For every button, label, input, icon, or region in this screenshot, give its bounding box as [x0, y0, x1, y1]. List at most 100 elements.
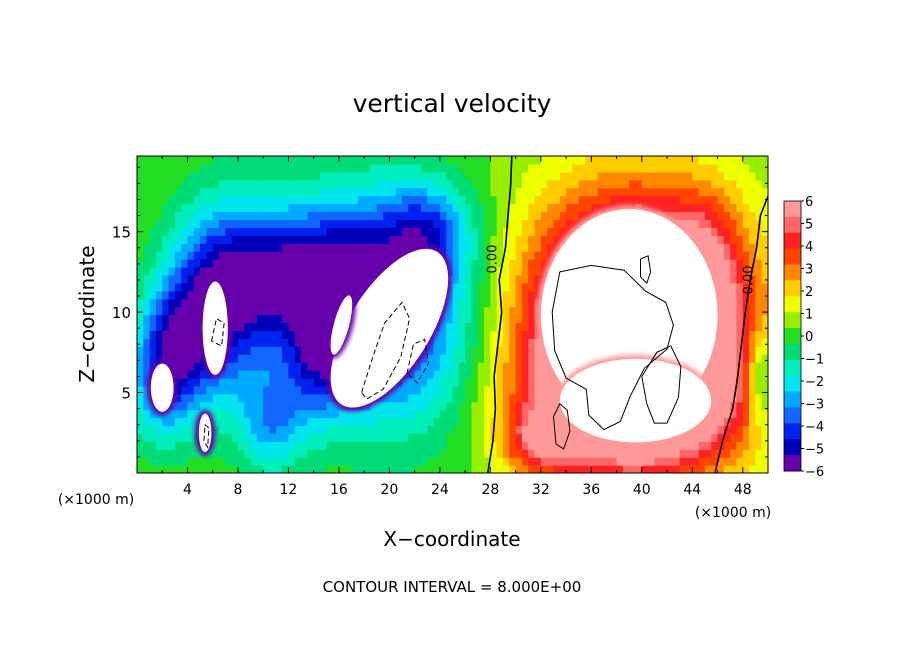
heatmap-cell	[345, 195, 353, 205]
heatmap-cell	[730, 251, 738, 260]
heatmap-cell	[755, 298, 763, 308]
heatmap-cell	[484, 227, 491, 236]
heatmap-cell	[155, 457, 163, 466]
heatmap-cell	[263, 401, 271, 411]
heatmap-cell	[692, 195, 700, 205]
heatmap-cell	[509, 393, 517, 403]
heatmap-cell	[263, 163, 271, 173]
heatmap-cell	[244, 298, 252, 308]
heatmap-cell	[187, 338, 195, 347]
heatmap-cell	[313, 187, 321, 197]
heatmap-cell	[288, 290, 296, 300]
heatmap-cell	[193, 393, 201, 403]
heatmap-cell	[256, 338, 264, 347]
heatmap-cell	[521, 306, 529, 316]
heatmap-cell	[187, 171, 195, 181]
x-tick-label: 16	[330, 482, 348, 498]
heatmap-cell	[692, 211, 700, 220]
heatmap-cell	[692, 227, 700, 236]
heatmap-cell	[484, 306, 491, 316]
heatmap-cell	[212, 243, 220, 252]
heatmap-cell	[730, 179, 738, 189]
heatmap-cell	[219, 441, 226, 450]
heatmap-cell	[471, 385, 479, 395]
heatmap-cell	[275, 441, 283, 450]
heatmap-cell	[414, 171, 422, 181]
heatmap-cell	[528, 362, 536, 371]
heatmap-cell	[452, 369, 460, 379]
heatmap-cell	[338, 227, 346, 236]
heatmap-cell	[187, 346, 195, 355]
heatmap-cell	[446, 425, 454, 434]
heatmap-cell	[282, 259, 290, 268]
heatmap-cell	[597, 449, 605, 458]
heatmap-cell	[301, 219, 308, 228]
heatmap-cell	[698, 156, 706, 165]
heatmap-cell	[219, 369, 226, 379]
heatmap-cell	[730, 171, 738, 181]
heatmap-cell	[736, 203, 744, 213]
heatmap-cell	[149, 219, 157, 228]
heatmap-cell	[477, 354, 485, 363]
heatmap-cell	[452, 298, 460, 308]
heatmap-cell	[673, 203, 681, 213]
heatmap-cell	[446, 187, 454, 197]
heatmap-cell	[294, 369, 302, 379]
strong-region	[330, 248, 449, 408]
heatmap-cell	[742, 290, 750, 300]
heatmap-cell	[559, 179, 567, 189]
heatmap-cell	[755, 235, 763, 244]
heatmap-cell	[629, 179, 637, 189]
heatmap-cell	[414, 195, 422, 205]
heatmap-cell	[484, 465, 491, 473]
heatmap-cell	[288, 259, 296, 268]
heatmap-cell	[446, 377, 454, 387]
heatmap-cell	[540, 369, 548, 379]
heatmap-cell	[553, 433, 561, 442]
heatmap-cell	[250, 227, 258, 236]
heatmap-cell	[187, 195, 195, 205]
heatmap-cell	[534, 243, 542, 252]
heatmap-cell	[736, 338, 744, 347]
heatmap-cell	[622, 195, 630, 205]
heatmap-cell	[168, 266, 176, 276]
heatmap-cell	[332, 441, 340, 450]
heatmap-cell	[502, 377, 510, 387]
heatmap-cell	[420, 219, 428, 228]
heatmap-cell	[458, 171, 466, 181]
heatmap-cell	[282, 306, 290, 316]
heatmap-cell	[244, 195, 252, 205]
heatmap-cell	[275, 203, 283, 213]
heatmap-cell	[137, 346, 144, 355]
heatmap-cell	[402, 243, 409, 252]
heatmap-cell	[427, 179, 435, 189]
heatmap-cell	[263, 187, 271, 197]
contour-label: 0.00	[742, 265, 757, 294]
heatmap-cell	[755, 266, 763, 276]
heatmap-cell	[603, 195, 611, 205]
heatmap-cell	[301, 425, 308, 434]
heatmap-cell	[736, 449, 744, 458]
heatmap-cell	[193, 409, 201, 419]
heatmap-cell	[187, 259, 195, 268]
heatmap-cell	[458, 290, 466, 300]
heatmap-cell	[294, 251, 302, 260]
heatmap-cell	[307, 314, 315, 324]
heatmap-cell	[452, 195, 460, 205]
heatmap-cell	[181, 298, 189, 308]
heatmap-cell	[389, 457, 397, 466]
heatmap-cell	[181, 354, 189, 363]
heatmap-cell	[679, 203, 687, 213]
heatmap-cell	[730, 298, 738, 308]
heatmap-cell	[383, 449, 390, 458]
heatmap-cell	[521, 362, 529, 371]
heatmap-cell	[521, 417, 529, 427]
heatmap-cell	[275, 449, 283, 458]
heatmap-cell	[471, 457, 479, 466]
heatmap-cell	[143, 266, 151, 276]
heatmap-cell	[484, 235, 491, 244]
heatmap-cell	[187, 433, 195, 442]
heatmap-cell	[496, 369, 504, 379]
heatmap-cell	[244, 425, 252, 434]
heatmap-cell	[376, 187, 384, 197]
